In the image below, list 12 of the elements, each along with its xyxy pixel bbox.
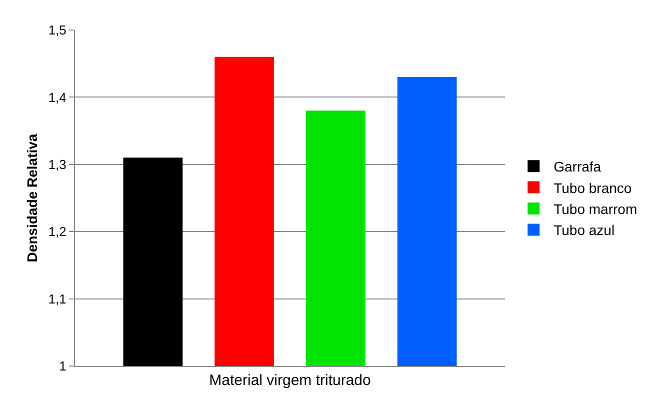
x-tick-label: Material virgem triturado — [209, 372, 371, 389]
legend-label: Tubo azul — [554, 222, 615, 238]
y-axis-title: Densidade Relativa — [24, 134, 40, 262]
y-tick-label: 1,4 — [48, 90, 66, 105]
y-tick-label: 1,5 — [48, 22, 66, 38]
legend-label: Tubo marrom — [554, 200, 638, 217]
legend-label: Garrafa — [554, 158, 602, 175]
legend-label: Tubo branco — [554, 180, 632, 196]
y-tick-label: 1,2 — [48, 224, 66, 240]
y-tick-label: 1,1 — [48, 291, 66, 306]
y-tick-label: 1,3 — [48, 156, 66, 172]
y-tick-label: 1 — [59, 358, 66, 374]
